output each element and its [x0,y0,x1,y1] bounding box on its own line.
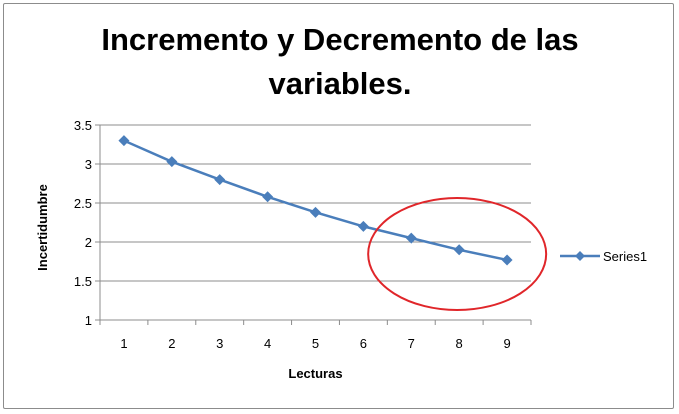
y-axis-label: Incertidumbre [35,184,50,271]
y-tick-label: 3.5 [74,118,92,133]
x-tick-label: 1 [120,336,127,351]
data-point [118,135,130,147]
x-tick-label: 4 [264,336,271,351]
y-tick-label: 2.5 [74,196,92,211]
data-point [214,174,226,186]
chart-frame [3,3,674,409]
data-point [357,220,369,232]
y-tick-label: 3 [85,157,92,172]
x-tick-label: 5 [312,336,319,351]
legend-marker [575,251,585,261]
legend-label: Series1 [603,249,647,264]
y-tick-label: 1.5 [74,274,92,289]
x-tick-label: 8 [456,336,463,351]
data-point [310,206,321,218]
x-tick-label: 9 [503,336,510,351]
data-point [501,254,513,266]
x-tick-label: 6 [360,336,367,351]
x-tick-label: 7 [408,336,415,351]
data-point [453,244,465,256]
data-point [405,232,417,244]
x-tick-label: 2 [168,336,175,351]
y-tick-label: 2 [85,235,92,250]
data-point [262,191,274,203]
y-tick-label: 1 [85,313,92,328]
data-point [166,156,178,168]
chart-title-line1: Incremento y Decremento de las [101,22,579,57]
x-axis-label: Lecturas [288,366,342,381]
annotation-ellipse [367,197,548,311]
chart-title-line2: variables. [268,66,412,101]
x-tick-label: 3 [216,336,223,351]
